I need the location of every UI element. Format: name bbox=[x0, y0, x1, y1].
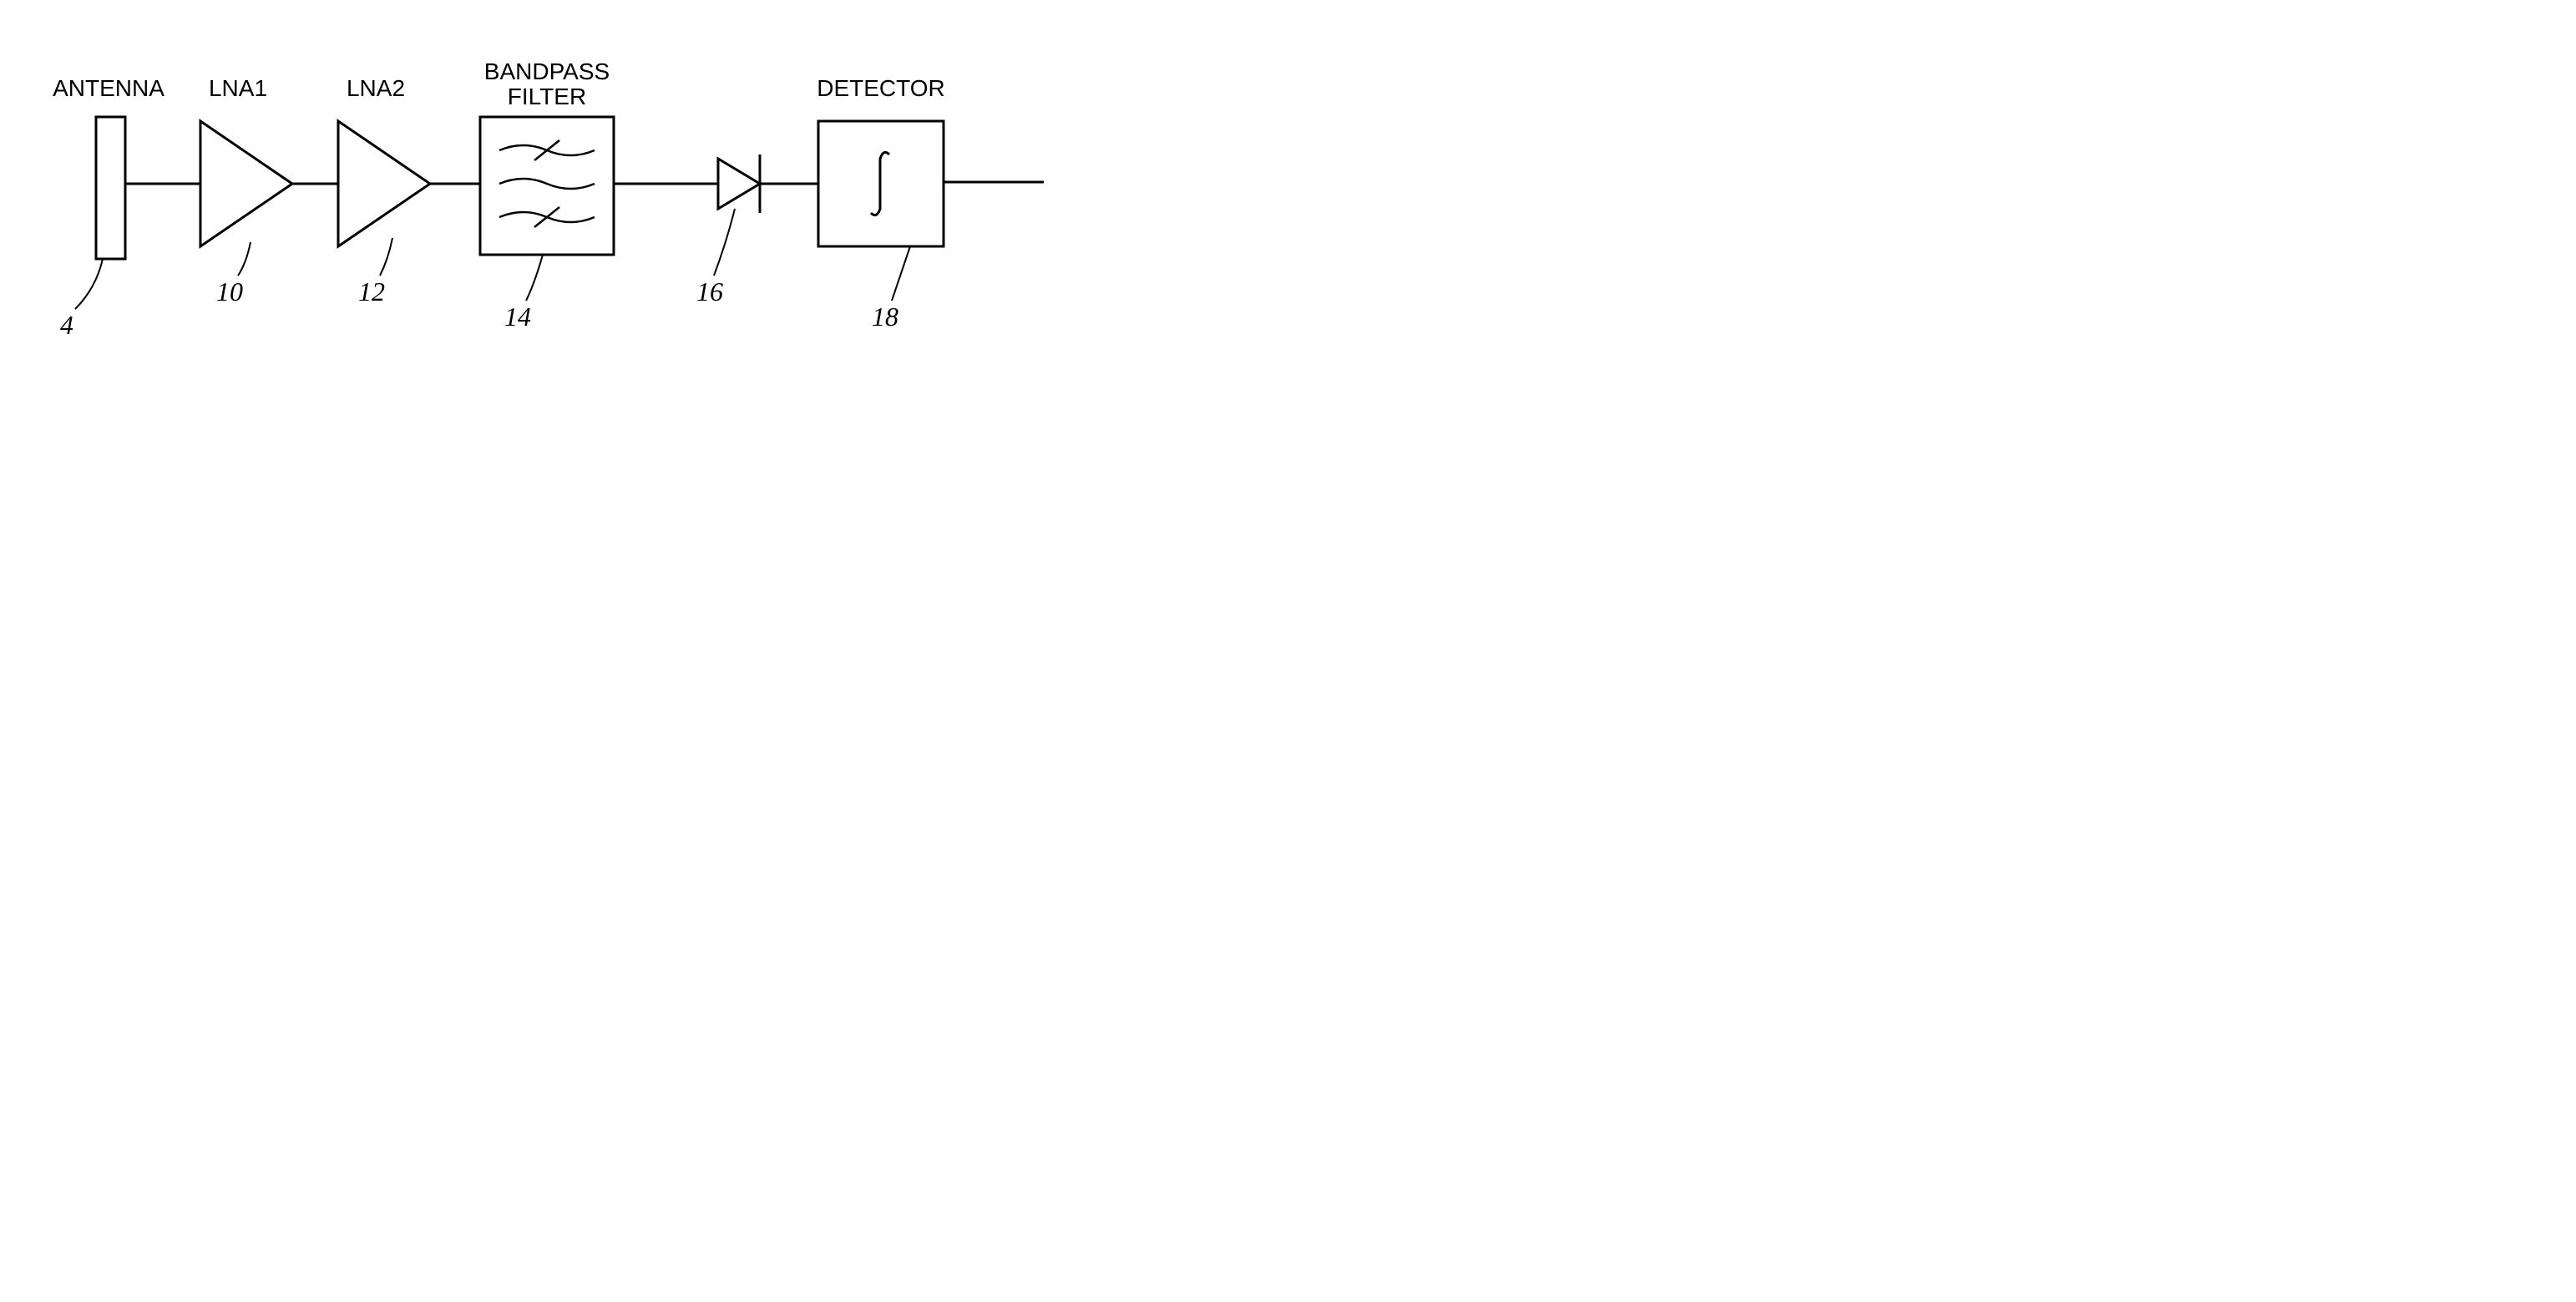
diode-triangle bbox=[718, 159, 760, 209]
diode-leader bbox=[714, 209, 735, 276]
bandpass-label2: FILTER bbox=[508, 84, 586, 109]
lna2-label: LNA2 bbox=[347, 75, 405, 101]
lna1-block bbox=[200, 121, 292, 246]
detector-ref: 18 bbox=[872, 301, 898, 332]
wave-strike bbox=[534, 140, 559, 160]
wave-strike bbox=[534, 207, 559, 227]
lna2-ref: 12 bbox=[358, 276, 385, 307]
bandpass-block bbox=[480, 117, 614, 255]
block-diagram: ANTENNA 4 LNA1 10 LNA2 12 BANDPASSFILTER 14 16 DE… bbox=[0, 0, 1288, 651]
lna1-ref: 10 bbox=[216, 276, 243, 307]
antenna-block bbox=[96, 117, 125, 259]
integral-icon bbox=[871, 152, 889, 215]
bandpass-label1: BANDPASS bbox=[484, 58, 610, 84]
lna1-leader bbox=[238, 242, 251, 276]
lna2-leader bbox=[380, 238, 392, 276]
diode-ref: 16 bbox=[696, 276, 723, 307]
detector-label: DETECTOR bbox=[817, 75, 945, 101]
antenna-leader bbox=[75, 259, 103, 309]
lna2-block bbox=[338, 121, 430, 246]
wave-icon bbox=[499, 179, 595, 189]
bandpass-leader bbox=[526, 255, 543, 301]
detector-leader bbox=[892, 246, 910, 301]
bandpass-ref: 14 bbox=[504, 301, 531, 332]
antenna-ref: 4 bbox=[60, 310, 73, 340]
lna1-label: LNA1 bbox=[209, 75, 267, 101]
antenna-label: ANTENNA bbox=[53, 75, 164, 101]
